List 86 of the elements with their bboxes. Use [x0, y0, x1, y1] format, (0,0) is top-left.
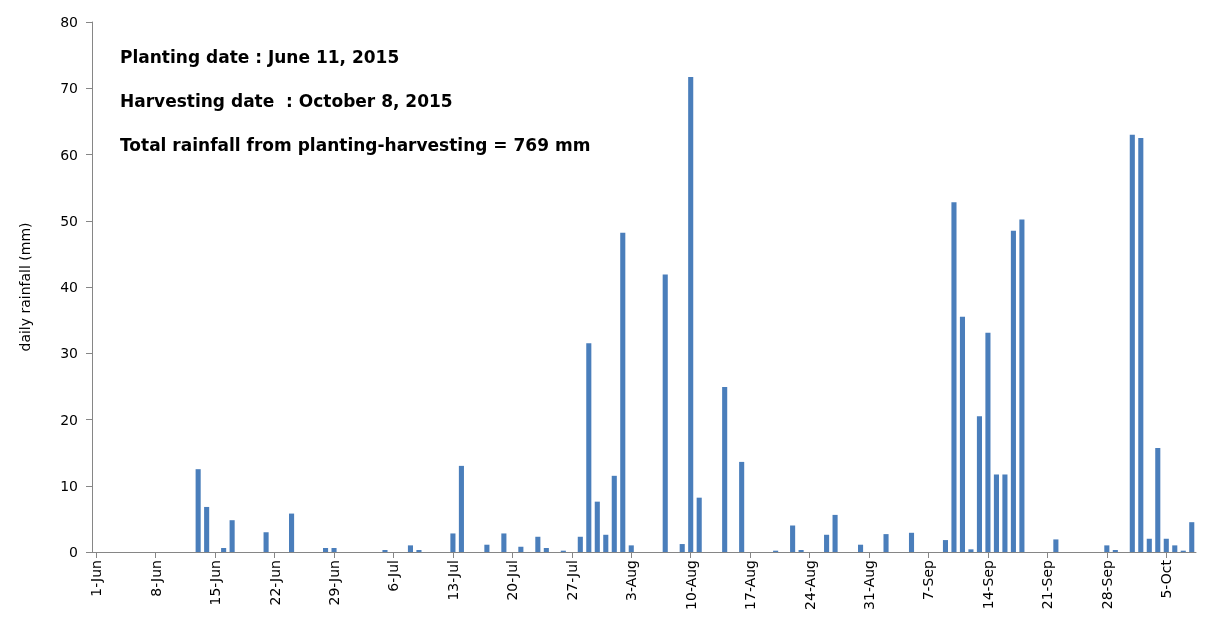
bar — [908, 532, 915, 552]
bar — [603, 534, 609, 552]
x-tick-label: 3-Aug — [623, 560, 640, 601]
bar — [1053, 539, 1059, 552]
bar — [942, 540, 949, 552]
x-tick-label: 22-Jun — [266, 560, 283, 606]
x-tick-label: 10-Aug — [682, 560, 699, 610]
x-tick-label: 1-Jun — [88, 560, 105, 597]
bar — [221, 548, 227, 552]
bar — [204, 506, 210, 552]
bar — [824, 534, 830, 552]
x-tick-label: 29-Jun — [326, 560, 343, 606]
bar — [577, 536, 583, 552]
bar — [883, 534, 889, 552]
bar — [518, 546, 524, 552]
bar — [688, 76, 694, 552]
bar — [195, 469, 201, 552]
bar — [535, 536, 541, 552]
x-tick-label: 31-Aug — [861, 560, 878, 610]
x-tick-label: 7-Sep — [920, 559, 937, 601]
bar — [407, 545, 414, 552]
x-tick-label: 21-Sep — [1039, 559, 1056, 610]
bar — [722, 387, 728, 552]
y-tick-label: 70 — [60, 80, 78, 97]
x-tick-label: 6-Jul — [385, 560, 402, 592]
y-tick-label: 50 — [60, 212, 78, 229]
bar — [1129, 134, 1135, 552]
x-tick-label: 28-Sep — [1098, 559, 1115, 610]
bar — [1163, 538, 1169, 552]
bar — [620, 232, 626, 552]
bar — [993, 474, 999, 552]
bar — [959, 316, 966, 552]
y-tick-label: 20 — [60, 411, 78, 428]
y-tick-label: 80 — [60, 14, 78, 30]
bar — [628, 545, 634, 552]
bar — [458, 465, 464, 552]
y-tick-label: 0 — [69, 544, 78, 560]
bar — [229, 520, 235, 552]
bar — [739, 461, 745, 552]
bar — [1002, 474, 1008, 552]
bar — [594, 501, 600, 552]
bar — [790, 525, 796, 552]
bar — [1010, 230, 1016, 552]
bar — [322, 548, 329, 552]
bar — [543, 548, 549, 552]
x-tick-label: 13-Jul — [444, 560, 461, 601]
bar — [696, 497, 702, 552]
bar — [263, 532, 269, 552]
bar — [1155, 447, 1161, 552]
x-tick-label: 8-Jun — [147, 560, 164, 597]
bar — [501, 533, 507, 552]
bar — [1138, 137, 1144, 552]
bar — [289, 513, 295, 552]
bar — [976, 416, 982, 552]
x-tick-label: 24-Aug — [801, 560, 818, 610]
y-tick-label: 10 — [60, 477, 78, 494]
bar — [1189, 522, 1195, 552]
bar — [968, 549, 974, 552]
bar — [1146, 538, 1152, 552]
bar — [858, 544, 864, 552]
bar — [985, 332, 991, 552]
bar — [611, 475, 617, 552]
bar — [679, 544, 685, 552]
x-tick-label: 15-Jun — [207, 560, 224, 606]
bar — [1104, 545, 1110, 552]
annotation: Planting date : June 11, 2015 — [120, 46, 400, 67]
bar — [586, 343, 592, 552]
bar — [331, 548, 337, 552]
y-tick-label: 60 — [60, 146, 78, 163]
x-tick-label: 5-Oct — [1158, 559, 1175, 599]
bar — [450, 533, 456, 552]
annotation: Total rainfall from planting-harvesting = 769 mm — [120, 134, 591, 155]
y-tick-label: 30 — [60, 345, 78, 362]
bar — [662, 274, 668, 552]
x-tick-label: 20-Jul — [504, 560, 521, 601]
bar — [1019, 219, 1025, 552]
x-tick-label: 27-Jul — [563, 560, 580, 601]
bar — [484, 544, 490, 552]
bar — [1172, 545, 1178, 552]
bar — [951, 202, 957, 552]
y-axis-title: daily rainfall (mm) — [17, 222, 33, 352]
x-tick-label: 14-Sep — [979, 559, 996, 610]
bar — [832, 514, 838, 552]
annotation: Harvesting date : October 8, 2015 — [120, 90, 453, 111]
x-tick-label: 17-Aug — [742, 560, 759, 610]
y-tick-label: 40 — [60, 279, 78, 295]
